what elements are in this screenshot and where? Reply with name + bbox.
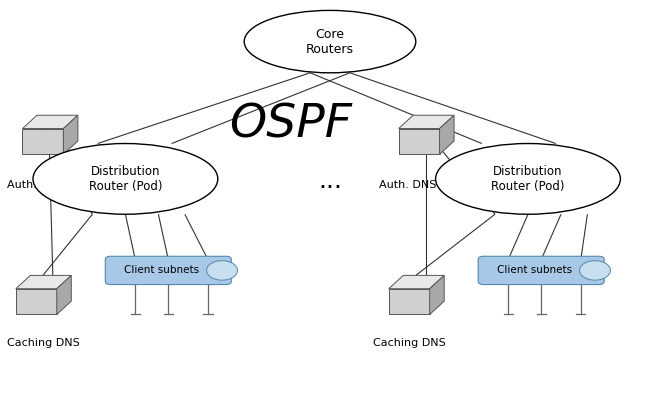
Circle shape xyxy=(579,261,610,280)
Polygon shape xyxy=(389,275,444,289)
Text: Caching DNS: Caching DNS xyxy=(373,338,446,348)
Text: OSPF: OSPF xyxy=(229,102,352,147)
Polygon shape xyxy=(57,275,71,314)
Polygon shape xyxy=(399,115,454,129)
Polygon shape xyxy=(430,275,444,314)
Text: Core
Routers: Core Routers xyxy=(306,27,354,56)
Text: Distribution
Router (Pod): Distribution Router (Pod) xyxy=(88,165,162,193)
Polygon shape xyxy=(440,115,454,154)
Text: Auth. DNS: Auth. DNS xyxy=(7,180,64,190)
Polygon shape xyxy=(389,289,430,314)
Polygon shape xyxy=(16,289,57,314)
Text: Auth. DNS: Auth. DNS xyxy=(379,180,437,190)
Text: Client subnets: Client subnets xyxy=(124,265,199,275)
Text: Caching DNS: Caching DNS xyxy=(7,338,79,348)
FancyBboxPatch shape xyxy=(106,256,232,285)
Ellipse shape xyxy=(436,144,620,214)
Polygon shape xyxy=(22,115,78,129)
Text: Client subnets: Client subnets xyxy=(497,265,572,275)
Polygon shape xyxy=(399,129,440,154)
Ellipse shape xyxy=(244,10,416,73)
Text: ...: ... xyxy=(318,169,342,193)
Circle shape xyxy=(207,261,238,280)
Polygon shape xyxy=(22,129,63,154)
Polygon shape xyxy=(16,275,71,289)
Text: Distribution
Router (Pod): Distribution Router (Pod) xyxy=(491,165,565,193)
FancyBboxPatch shape xyxy=(478,256,605,285)
Ellipse shape xyxy=(33,144,218,214)
Polygon shape xyxy=(63,115,78,154)
